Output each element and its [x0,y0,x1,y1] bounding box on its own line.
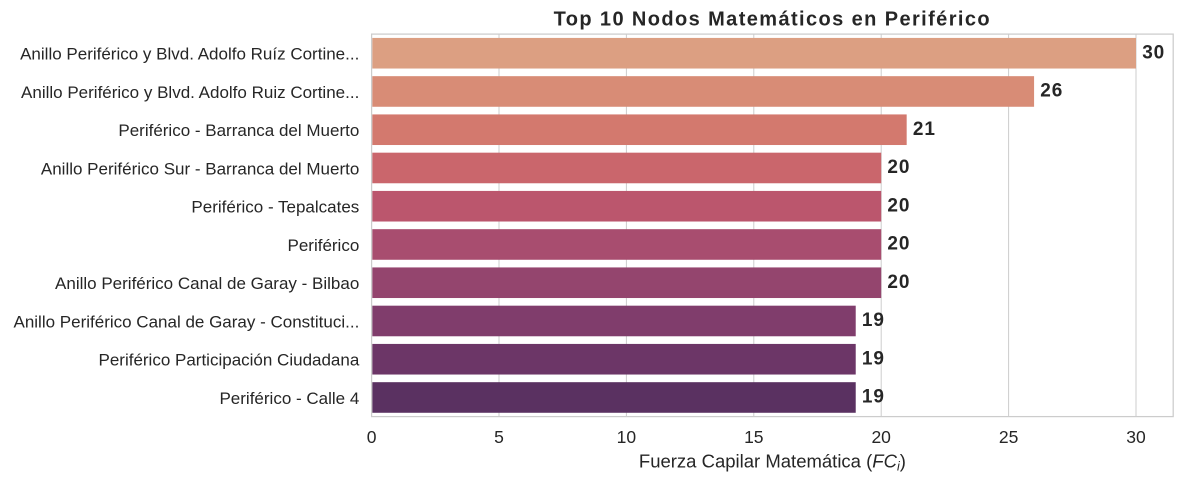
svg-text:Fuerza Capilar Matemática (FCi: Fuerza Capilar Matemática (FCi) [639,451,906,474]
svg-text:19: 19 [862,387,885,408]
svg-text:Top 10 Nodos Matemáticos en Pe: Top 10 Nodos Matemáticos en Periférico [554,9,991,31]
svg-text:Periférico - Barranca del Muer: Periférico - Barranca del Muerto [118,121,359,140]
svg-text:Periférico - Calle 4: Periférico - Calle 4 [219,389,359,408]
svg-text:Periférico: Periférico [287,236,359,255]
svg-text:Anillo Periférico y Blvd. Adol: Anillo Periférico y Blvd. Adolfo Ruiz Co… [21,83,359,102]
svg-text:Anillo Periférico Sur - Barran: Anillo Periférico Sur - Barranca del Mue… [41,159,359,178]
svg-text:19: 19 [862,348,885,369]
svg-text:30: 30 [1126,427,1146,447]
svg-text:26: 26 [1040,81,1063,102]
svg-text:20: 20 [887,272,910,293]
svg-text:0: 0 [367,427,377,447]
svg-text:20: 20 [887,195,910,216]
svg-text:21: 21 [913,119,936,140]
svg-text:5: 5 [494,427,504,447]
svg-text:Periférico Participación Ciuda: Periférico Participación Ciudadana [98,351,359,370]
svg-text:Anillo Periférico Canal de Gar: Anillo Periférico Canal de Garay - Bilba… [55,274,359,293]
svg-text:19: 19 [862,310,885,331]
svg-text:25: 25 [999,427,1018,447]
svg-text:Periférico - Tepalcates: Periférico - Tepalcates [191,198,359,217]
svg-text:20: 20 [871,427,891,447]
svg-text:15: 15 [744,427,763,447]
svg-text:Anillo Periférico y Blvd. Adol: Anillo Periférico y Blvd. Adolfo Ruíz Co… [20,45,359,64]
svg-text:30: 30 [1142,42,1165,63]
svg-text:20: 20 [887,234,910,255]
svg-text:20: 20 [887,157,910,178]
svg-text:10: 10 [617,427,637,447]
svg-text:Anillo Periférico Canal de Gar: Anillo Periférico Canal de Garay - Const… [13,312,359,331]
